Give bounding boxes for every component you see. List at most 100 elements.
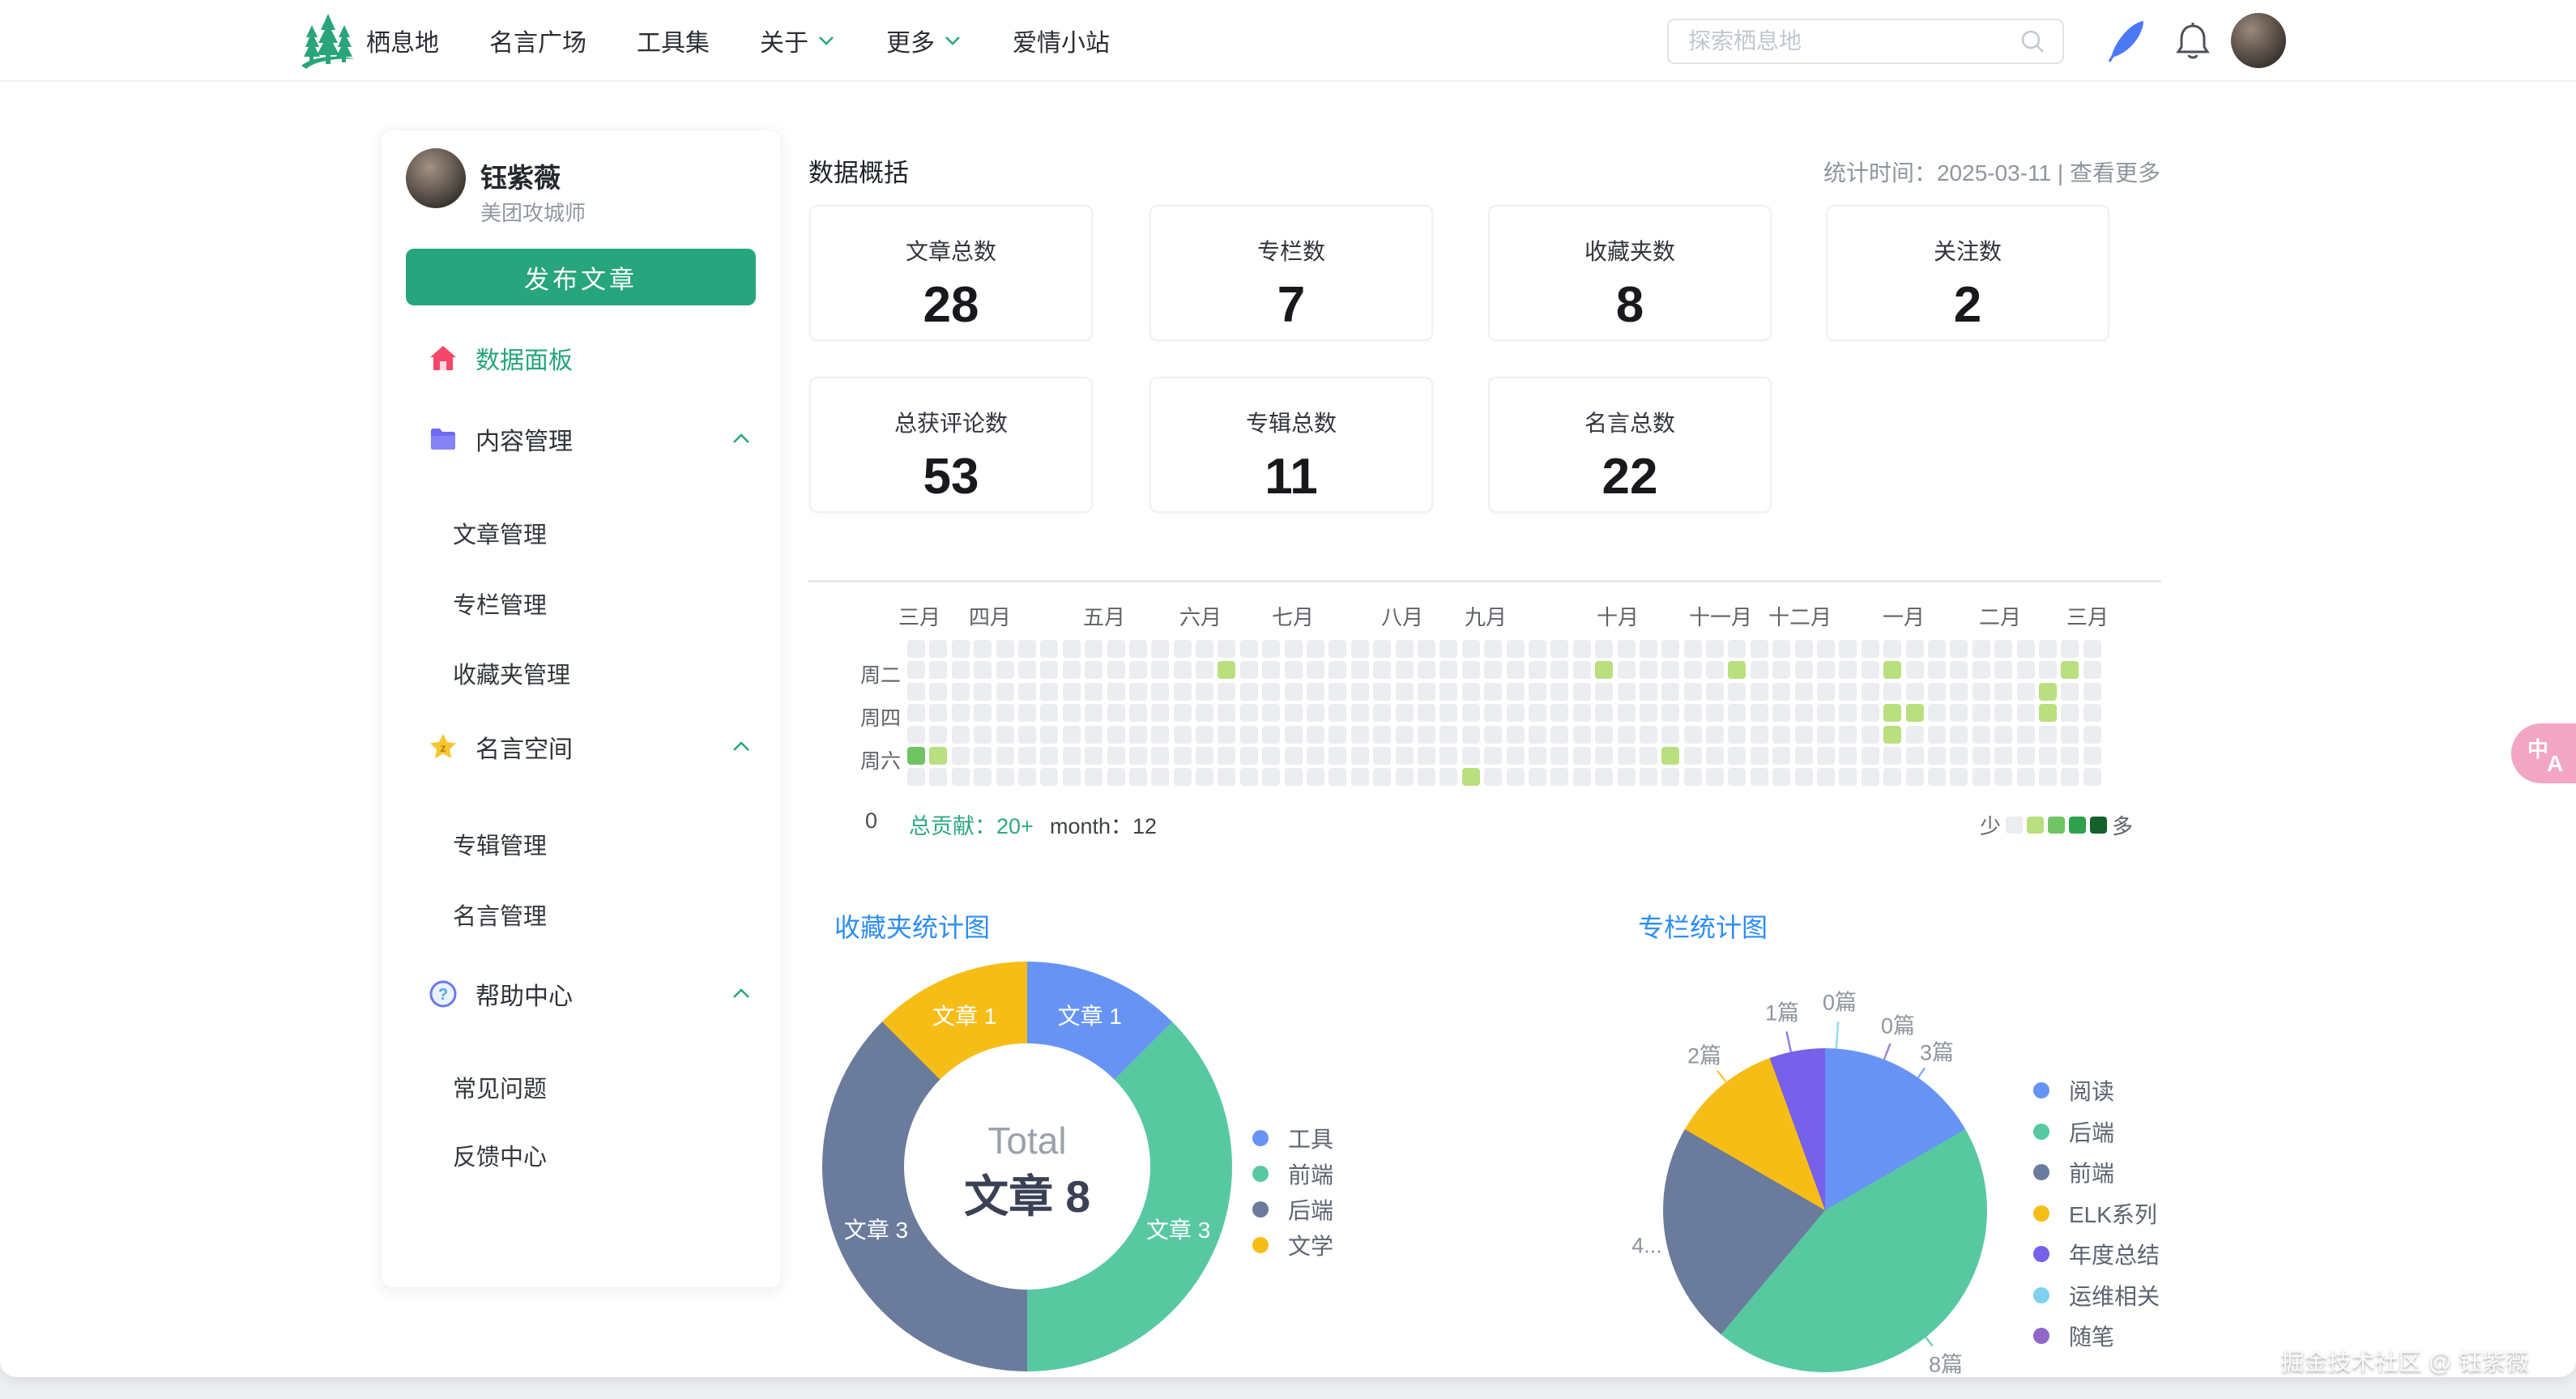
heatmap-cell[interactable] (1284, 661, 1303, 680)
heatmap-cell[interactable] (1994, 682, 2013, 701)
heatmap-cell[interactable] (2083, 768, 2101, 787)
heatmap-cell[interactable] (1595, 682, 1614, 701)
heatmap-cell[interactable] (1639, 661, 1657, 680)
heatmap-cell[interactable] (974, 746, 992, 765)
heatmap-cell[interactable] (1595, 725, 1614, 744)
heatmap-cell[interactable] (1439, 768, 1458, 787)
heatmap-cell[interactable] (1085, 725, 1103, 744)
heatmap-cell[interactable] (1128, 661, 1147, 680)
heatmap-cell[interactable] (1794, 682, 1813, 701)
heatmap-cell[interactable] (2061, 746, 2079, 765)
heatmap-cell[interactable] (1839, 725, 1857, 744)
heatmap-cell[interactable] (1350, 768, 1369, 787)
heatmap-cell[interactable] (1062, 682, 1081, 701)
heatmap-cell[interactable] (1128, 725, 1147, 744)
heatmap-cell[interactable] (1262, 746, 1281, 765)
heatmap-cell[interactable] (1839, 704, 1857, 723)
heatmap-cell[interactable] (1417, 661, 1435, 680)
heatmap-cell[interactable] (2083, 725, 2101, 744)
heatmap-cell[interactable] (1218, 682, 1236, 701)
heatmap-cell[interactable] (1927, 661, 1946, 680)
heatmap-cell[interactable] (2016, 704, 2035, 723)
heatmap-cell[interactable] (1128, 682, 1147, 701)
user-avatar[interactable] (2231, 13, 2286, 68)
heatmap-cell[interactable] (1794, 768, 1813, 787)
heatmap-cell[interactable] (1017, 682, 1036, 701)
heatmap-cell[interactable] (1307, 768, 1325, 787)
heatmap-cell[interactable] (1883, 640, 1902, 658)
heatmap-cell[interactable] (1883, 704, 1902, 723)
heatmap-cell[interactable] (1284, 682, 1303, 701)
heatmap-cell[interactable] (1905, 704, 1924, 723)
heatmap-cell[interactable] (1062, 725, 1081, 744)
heatmap-cell[interactable] (1262, 661, 1281, 680)
heatmap-cell[interactable] (1239, 768, 1258, 787)
heatmap-cell[interactable] (1017, 746, 1036, 765)
heatmap-cell[interactable] (1817, 661, 1836, 680)
sidebar-item-article-management[interactable]: 文章管理 (453, 516, 547, 550)
publish-article-button[interactable]: 发布文章 (406, 249, 756, 305)
heatmap-cell[interactable] (1950, 704, 1968, 723)
heatmap-cell[interactable] (1706, 704, 1725, 723)
heatmap-cell[interactable] (1706, 725, 1725, 744)
heatmap-cell[interactable] (1085, 682, 1103, 701)
heatmap-cell[interactable] (1861, 682, 1879, 701)
heatmap-cell[interactable] (2083, 640, 2101, 658)
heatmap-cell[interactable] (1017, 725, 1036, 744)
heatmap-cell[interactable] (1905, 661, 1924, 680)
heatmap-cell[interactable] (1085, 768, 1103, 787)
heatmap-cell[interactable] (1683, 640, 1702, 658)
heatmap-cell[interactable] (1661, 746, 1680, 765)
heatmap-cell[interactable] (1572, 725, 1591, 744)
heatmap-cell[interactable] (2016, 725, 2035, 744)
heatmap-cell[interactable] (2083, 661, 2101, 680)
heatmap-cell[interactable] (1905, 746, 1924, 765)
heatmap-cell[interactable] (1772, 661, 1791, 680)
heatmap-cell[interactable] (1639, 768, 1657, 787)
heatmap-cell[interactable] (1151, 640, 1170, 658)
heatmap-cell[interactable] (2016, 746, 2035, 765)
heatmap-cell[interactable] (1506, 768, 1525, 787)
legend-item[interactable]: 运维相关 (2033, 1279, 2160, 1312)
heatmap-cell[interactable] (1062, 768, 1081, 787)
legend-item[interactable]: 阅读 (2033, 1074, 2114, 1107)
heatmap-cell[interactable] (2038, 682, 2057, 701)
heatmap-cell[interactable] (1461, 725, 1480, 744)
heatmap-cell[interactable] (1262, 768, 1281, 787)
heatmap-cell[interactable] (1196, 661, 1214, 680)
sidebar-group-help-center[interactable]: ? 帮助中心 (429, 975, 752, 1013)
heatmap-cell[interactable] (1994, 725, 2013, 744)
heatmap-cell[interactable] (1461, 768, 1480, 787)
heatmap-cell[interactable] (1550, 640, 1569, 658)
legend-item[interactable]: 工具 (1252, 1122, 1333, 1154)
heatmap-cell[interactable] (1107, 682, 1125, 701)
heatmap-cell[interactable] (1439, 725, 1458, 744)
heatmap-cell[interactable] (1528, 704, 1546, 723)
heatmap-cell[interactable] (1950, 746, 1968, 765)
heatmap-cell[interactable] (1350, 704, 1369, 723)
heatmap-cell[interactable] (1550, 704, 1569, 723)
heatmap-cell[interactable] (1728, 682, 1746, 701)
heatmap-cell[interactable] (1972, 746, 1990, 765)
sidebar-item-faq[interactable]: 常见问题 (453, 1070, 547, 1104)
heatmap-cell[interactable] (1528, 725, 1546, 744)
heatmap-cell[interactable] (1307, 661, 1325, 680)
heatmap-cell[interactable] (1972, 704, 1990, 723)
heatmap-cell[interactable] (1927, 704, 1946, 723)
heatmap-cell[interactable] (929, 640, 948, 658)
heatmap-cell[interactable] (929, 746, 948, 765)
heatmap-cell[interactable] (1728, 746, 1746, 765)
heatmap-cell[interactable] (1706, 768, 1725, 787)
heatmap-cell[interactable] (1617, 682, 1636, 701)
heatmap-cell[interactable] (907, 661, 925, 680)
heatmap-cell[interactable] (1350, 746, 1369, 765)
heatmap-cell[interactable] (1950, 682, 1968, 701)
heatmap-cell[interactable] (1307, 640, 1325, 658)
heatmap-cell[interactable] (1683, 704, 1702, 723)
sidebar-avatar[interactable] (406, 148, 466, 208)
heatmap-cell[interactable] (907, 725, 925, 744)
heatmap-cell[interactable] (1484, 704, 1503, 723)
heatmap-cell[interactable] (1728, 640, 1746, 658)
heatmap-cell[interactable] (1950, 725, 1968, 744)
heatmap-cell[interactable] (1661, 768, 1680, 787)
